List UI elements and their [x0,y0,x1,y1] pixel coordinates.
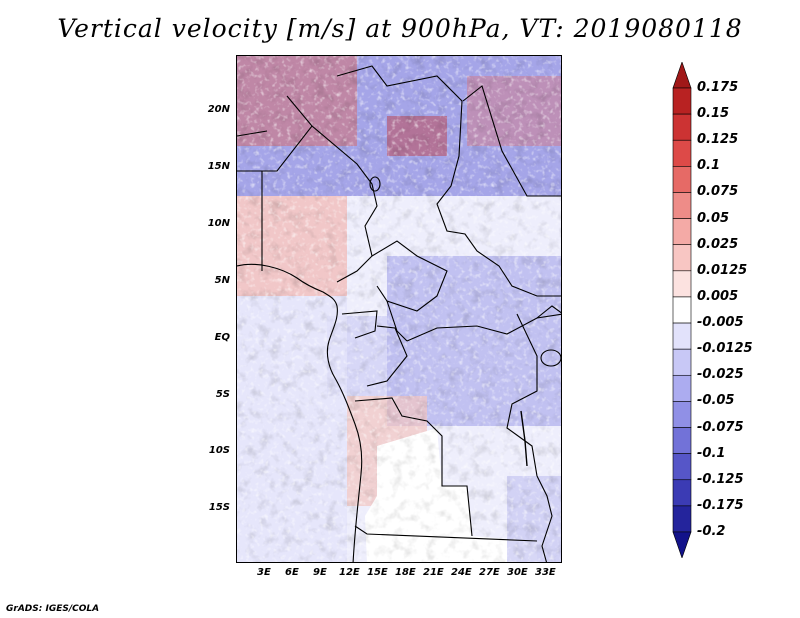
colorbar-label: 0.05 [697,210,730,226]
colorbar-segment [672,374,692,402]
lat-label-eq: EQ [214,332,230,343]
colorbar-segment [672,192,692,219]
lat-label-20n: 20N [207,104,230,115]
colorbar-label: 0.005 [697,288,739,304]
lon-label-21e: 21E [423,567,444,578]
border-uganda [536,305,561,319]
colorbar-segment [672,322,692,350]
colorbar-segment [672,244,692,272]
lon-label-27e: 27E [479,567,500,578]
colorbar-segment [672,296,692,324]
lat-label-10s: 10S [208,445,230,456]
colorbar-segment [672,453,692,481]
colorbar-label: 0.15 [697,106,730,122]
lat-label-15n: 15N [207,161,230,172]
colorbar-label: -0.025 [697,367,744,383]
map-panel [236,55,562,563]
border-namibia [354,525,538,542]
border-niger-mali [237,95,313,172]
colorbar-bottom-triangle [672,531,692,558]
border-sudan [462,85,561,197]
colorbar-label: -0.05 [697,393,735,409]
colorbar-label: -0.175 [697,497,744,513]
colorbar-segment [672,113,692,141]
colorbar-segment [672,348,692,376]
colorbar-label: -0.125 [697,471,744,487]
border-north [336,65,561,297]
border-car [371,240,448,312]
lon-label-24e: 24E [451,567,472,578]
chart-title: Vertical velocity [m/s] at 900hPa, VT: 2… [57,14,743,43]
lon-label-3e: 3E [257,567,271,578]
lat-label-10n: 10N [207,218,230,229]
lon-label-30e: 30E [507,567,528,578]
border-gabon [341,310,378,339]
colorbar-label: 0.1 [697,158,721,174]
country-borders [237,65,561,562]
lake-chad [369,176,381,192]
field-speckle [237,56,561,562]
lon-label-33e: 33E [535,567,556,578]
colorbar-label: -0.005 [697,315,744,331]
border-drc-north [406,313,561,342]
colorbar-label: 0.175 [697,80,739,95]
colorbar-segment [672,218,692,246]
colorbar-label: -0.1 [697,445,726,461]
atlantic-coastline [237,263,363,562]
colorbar-segment [672,479,692,507]
border-nw [237,130,268,137]
colorbar-segment [672,87,692,115]
colorbar-top-triangle [672,62,692,89]
border-drc-east [506,313,538,477]
lake-tanganyika [520,410,528,467]
colorbar-segment [672,139,692,167]
lon-label-12e: 12E [339,567,360,578]
colorbar-segment [672,427,692,454]
colorbar-segment [672,505,692,533]
colorbar-segment [672,401,692,428]
colorbar-segment [672,166,692,193]
colorbar-label: -0.075 [697,419,744,435]
lon-label-6e: 6E [285,567,299,578]
border-angola [354,397,473,537]
velocity-field-map [237,56,561,562]
colorbar-label: 0.025 [697,236,739,252]
lat-label-5n: 5N [214,275,230,286]
lon-label-9e: 9E [313,567,327,578]
lat-label-15s: 15S [208,502,230,513]
colorbar-label: 0.125 [697,132,739,148]
colorbar [672,62,692,558]
border-cameroon-south [386,300,408,342]
border-congo [366,325,408,387]
lon-label-18e: 18E [395,567,416,578]
colorbar-label: -0.0125 [697,341,753,357]
colorbar-label: 0.0125 [697,262,748,278]
colorbar-segment [672,270,692,298]
lat-label-5s: 5S [215,389,230,400]
colorbar-label: -0.2 [697,524,726,539]
border-nigeria-cameroon [311,125,378,283]
lake-victoria [540,349,561,367]
colorbar-label: 0.075 [697,184,739,200]
grads-credit: GrADS: IGES/COLA [6,604,100,614]
lon-label-15e: 15E [367,567,388,578]
border-malawi [536,475,553,562]
